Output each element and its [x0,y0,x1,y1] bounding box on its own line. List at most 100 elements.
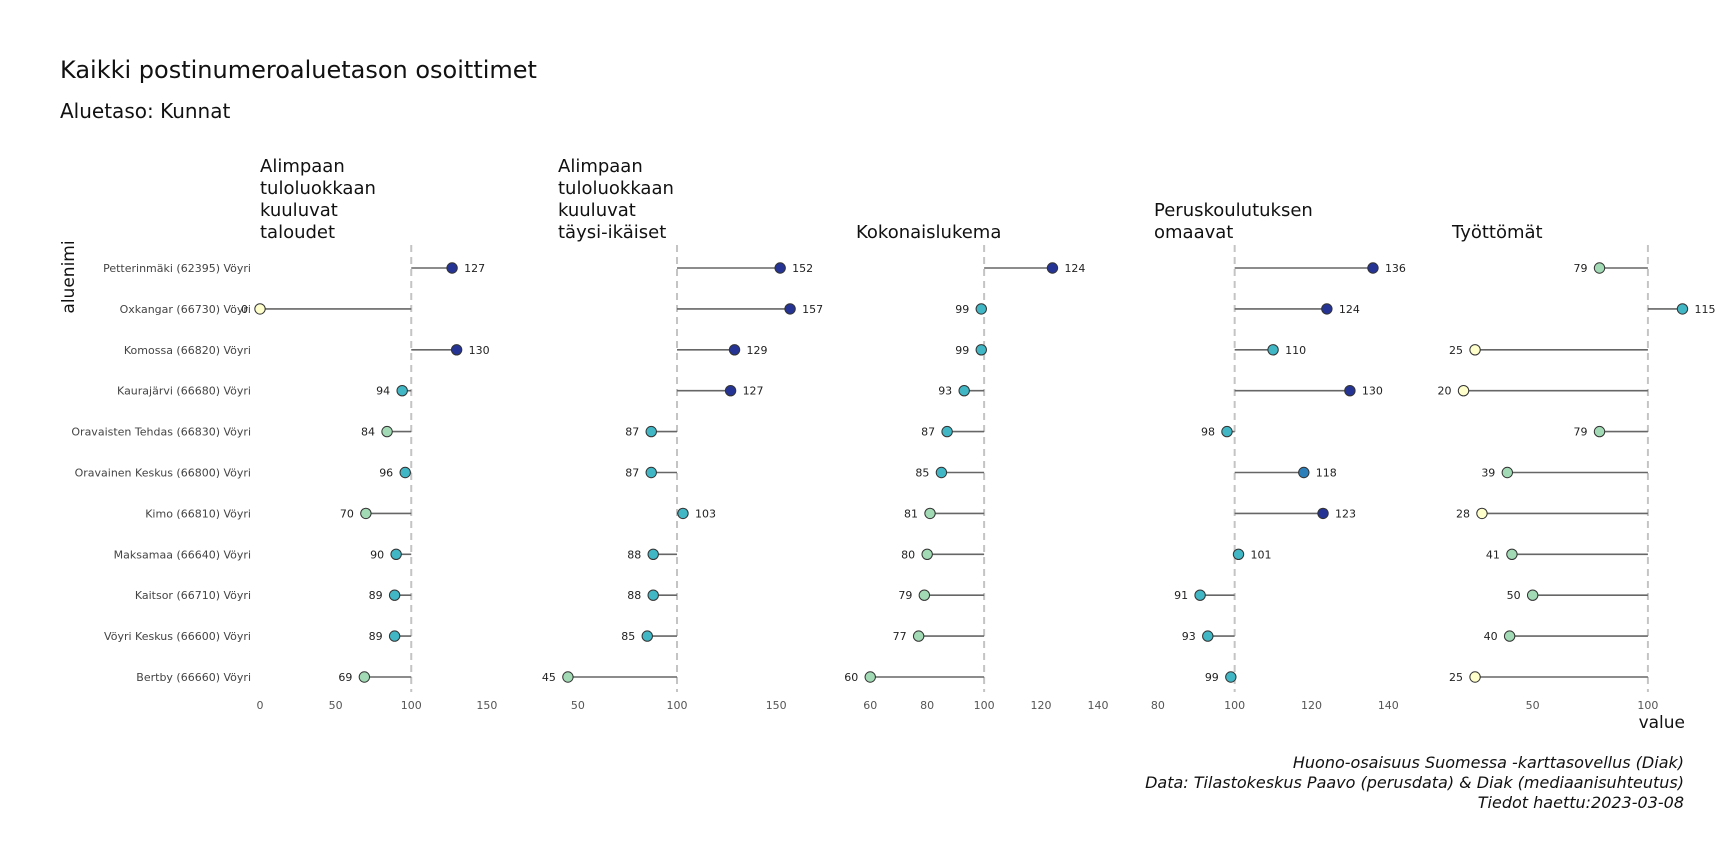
y-tick-label: Oravaisten Tehdas (66830) Vöyri [71,426,251,439]
y-tick-label: Kaitsor (66710) Vöyri [135,589,251,602]
x-tick-label: 80 [920,699,934,712]
data-point [1469,344,1481,356]
data-point [784,303,796,315]
data-label: 79 [898,589,912,602]
data-point [958,385,970,397]
data-point [450,344,463,356]
data-label: 96 [379,467,393,480]
data-label: 79 [1574,262,1588,275]
data-label: 136 [1385,262,1406,275]
facet-title-line: omaavat [1154,222,1233,243]
data-label: 88 [627,589,641,602]
data-label: 25 [1449,344,1463,357]
data-point [677,507,689,520]
data-label: 84 [361,426,375,439]
data-label: 28 [1456,507,1470,520]
data-label: 87 [921,426,935,439]
data-point [446,262,458,274]
data-label: 101 [1251,548,1272,561]
data-point [254,303,266,315]
data-label: 90 [370,548,384,561]
data-label: 81 [904,507,918,520]
x-tick-label: 100 [401,699,422,712]
data-point [774,262,786,274]
data-point [647,589,659,601]
data-point [935,466,948,479]
data-label: 124 [1064,262,1085,275]
data-point [1457,385,1470,397]
data-point [1344,385,1356,397]
x-tick-label: 60 [863,699,877,712]
data-point [1501,466,1514,479]
data-label: 130 [1362,385,1383,398]
x-axis-title: value [1639,713,1685,733]
data-point [645,466,657,479]
data-point [918,589,931,601]
data-label: 130 [469,344,490,357]
data-point [728,344,741,356]
caption-line: Data: Tilastokeskus Paavo (perusdata) & … [1145,773,1684,792]
data-point [1298,466,1310,479]
x-tick-label: 50 [571,699,585,712]
data-label: 85 [915,467,929,480]
data-point [1267,344,1279,356]
x-tick-label: 120 [1031,699,1052,712]
data-label: 79 [1574,426,1588,439]
y-tick-label: Vöyri Keskus (66600) Vöyri [104,630,251,643]
data-point [360,507,372,520]
data-label: 41 [1486,548,1500,561]
data-point [941,425,953,438]
facet-title-line: Peruskoulutuksen [1154,200,1313,221]
data-point [396,385,408,397]
data-point [388,630,401,642]
data-label: 25 [1449,671,1463,684]
data-point [1476,507,1488,520]
y-tick-label: Komossa (66820) Vöyri [124,344,251,357]
data-label: 127 [464,262,485,275]
data-label: 0 [241,303,248,316]
data-label: 118 [1316,467,1337,480]
facet-title-line: kuuluvat [260,200,338,221]
data-point [912,630,925,642]
data-label: 89 [369,589,383,602]
y-tick-label: Kaurajärvi (66680) Vöyri [117,385,251,398]
data-point [724,385,737,397]
data-label: 39 [1481,467,1495,480]
caption-line: Tiedot haettu:2023-03-08 [1478,793,1684,812]
data-label: 45 [542,671,556,684]
data-point [1317,507,1329,520]
data-label: 129 [747,344,768,357]
data-point [562,671,574,683]
data-point [1506,548,1518,560]
data-point [864,671,876,683]
chart-subtitle: Aluetaso: Kunnat [60,99,230,123]
data-point [1046,262,1059,274]
data-label: 93 [1182,630,1196,643]
facet-title-line: kuuluvat [558,200,636,221]
facet-panel: Kokonaislukema 60 80 100 120 140 124 99 99 93 87 85… [844,222,1108,712]
x-tick-label: 140 [1088,699,1109,712]
data-point [1469,671,1481,683]
y-axis-title: aluenimi [59,240,79,313]
data-point [358,671,371,683]
data-label: 98 [1201,426,1215,439]
x-tick-label: 140 [1378,699,1399,712]
chart-title: Kaikki postinumeroaluetason osoittimet [60,56,537,84]
x-tick-label: 100 [1224,699,1245,712]
data-label: 89 [369,630,383,643]
data-label: 69 [338,671,352,684]
facet-title-line: Työttömät [1451,222,1543,243]
y-tick-label: Bertby (66660) Vöyri [136,671,251,684]
data-point [647,548,659,560]
data-label: 87 [625,426,639,439]
x-tick-label: 50 [329,699,343,712]
caption: Huono-osaisuus Suomessa -karttasovellus … [1145,753,1684,812]
data-point [1202,630,1214,642]
data-point [399,466,411,479]
data-label: 94 [376,385,390,398]
x-tick-label: 0 [257,699,264,712]
data-label: 110 [1285,344,1306,357]
